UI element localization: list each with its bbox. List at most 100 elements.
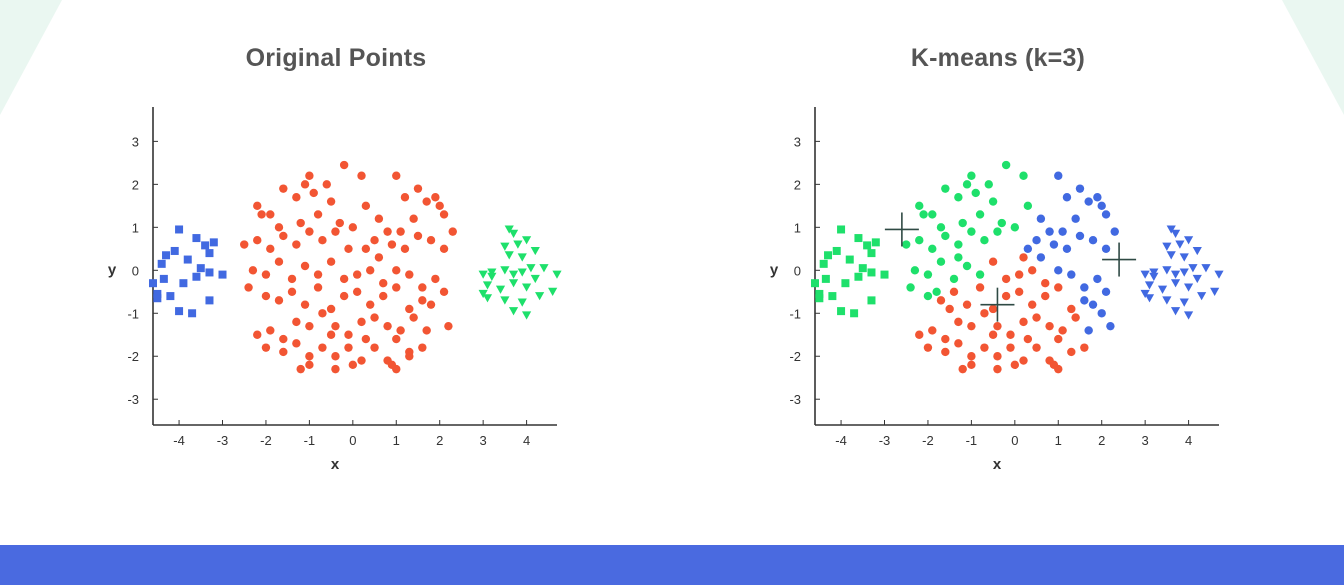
- x-tick-label: 1: [393, 433, 400, 448]
- data-point-circle: [988, 304, 998, 314]
- data-point-circle: [975, 283, 985, 292]
- data-point-circle: [941, 231, 950, 241]
- data-point-circle: [962, 180, 972, 189]
- data-point-circle: [967, 171, 976, 180]
- data-point-circle: [967, 321, 976, 331]
- data-point-circle: [1023, 334, 1033, 344]
- data-point-circle: [431, 193, 440, 202]
- data-point-circle: [923, 270, 933, 279]
- data-point-square: [824, 251, 833, 260]
- data-point-circle: [448, 227, 457, 236]
- data-point-triangle: [517, 298, 527, 307]
- y-tick-label: 1: [132, 220, 139, 235]
- data-point-circle: [1071, 313, 1080, 322]
- data-point-square: [205, 268, 214, 277]
- data-point-circle: [1041, 278, 1050, 288]
- data-point-triangle: [1170, 270, 1181, 279]
- y-tick-label: 2: [794, 177, 801, 192]
- data-point-circle: [1001, 160, 1011, 170]
- data-point-circle: [1093, 193, 1102, 202]
- y-tick-label: 3: [132, 134, 139, 149]
- y-tick-label: 0: [132, 263, 139, 278]
- data-point-circle: [1067, 304, 1076, 314]
- centroid-marker: [980, 287, 1015, 322]
- data-point-circle: [980, 343, 989, 352]
- data-point-circle: [435, 201, 444, 211]
- data-point-circle: [954, 193, 963, 202]
- data-point-triangle: [1175, 240, 1185, 249]
- data-point-circle: [357, 317, 366, 327]
- data-point-circle: [287, 287, 297, 296]
- data-point-triangle: [1179, 253, 1189, 262]
- data-point-triangle: [1197, 292, 1207, 301]
- data-point-circle: [300, 261, 310, 271]
- y-tick-label: -2: [127, 349, 139, 364]
- data-point-triangle: [1183, 311, 1194, 320]
- data-point-square: [157, 259, 166, 268]
- data-point-circle: [261, 291, 271, 301]
- data-point-circle: [1080, 283, 1089, 292]
- data-point-circle: [915, 330, 924, 339]
- data-point-triangle: [508, 279, 519, 288]
- data-point-triangle: [500, 296, 510, 305]
- data-point-circle: [287, 274, 297, 284]
- data-point-triangle: [487, 272, 497, 281]
- data-point-circle: [331, 364, 340, 374]
- y-tick-label: -1: [127, 306, 139, 321]
- data-point-square: [819, 259, 828, 268]
- data-point-circle: [1036, 253, 1046, 262]
- data-point-triangle: [539, 264, 549, 273]
- data-point-circle: [1010, 223, 1020, 232]
- data-point-circle: [439, 210, 449, 219]
- data-point-circle: [344, 244, 353, 254]
- data-point-circle: [1014, 287, 1024, 296]
- data-point-circle: [1067, 347, 1076, 357]
- data-point-triangle: [482, 281, 493, 290]
- x-tick-label: 0: [349, 433, 356, 448]
- data-point-circle: [318, 309, 327, 318]
- data-point-circle: [1049, 240, 1059, 249]
- data-point-circle: [902, 240, 911, 249]
- data-point-triangle: [1162, 266, 1172, 275]
- data-point-circle: [305, 352, 314, 361]
- data-point-square: [815, 289, 824, 298]
- data-point-triangle: [1162, 242, 1172, 251]
- data-point-square: [811, 279, 819, 288]
- data-point-square: [828, 292, 837, 301]
- data-point-triangle: [517, 268, 527, 277]
- data-point-circle: [366, 266, 375, 275]
- data-point-circle: [405, 304, 414, 314]
- data-point-square: [867, 249, 876, 258]
- data-point-circle: [253, 201, 262, 211]
- data-point-triangle: [478, 289, 488, 299]
- data-point-circle: [936, 223, 946, 232]
- data-point-circle: [326, 330, 336, 339]
- data-point-circle: [405, 270, 414, 279]
- data-point-circle: [1049, 360, 1059, 370]
- centroid-marker: [884, 212, 919, 247]
- data-point-circle: [248, 266, 258, 275]
- data-point-triangle: [521, 311, 532, 320]
- data-point-circle: [1097, 201, 1106, 211]
- data-point-circle: [962, 300, 972, 309]
- data-point-circle: [400, 244, 410, 254]
- data-point-square: [175, 307, 184, 316]
- data-point-square: [871, 238, 880, 247]
- data-point-circle: [936, 257, 946, 266]
- data-point-triangle: [1149, 268, 1159, 277]
- data-point-triangle: [504, 251, 514, 260]
- data-point-triangle: [548, 287, 558, 296]
- data-point-circle: [331, 352, 340, 361]
- data-point-circle: [313, 270, 323, 279]
- data-point-circle: [1088, 300, 1098, 309]
- data-point-circle: [326, 257, 336, 266]
- data-point-circle: [409, 214, 418, 223]
- data-point-triangle: [1214, 270, 1224, 279]
- data-point-circle: [954, 253, 963, 262]
- data-point-circle: [374, 214, 384, 223]
- data-point-triangle: [535, 292, 545, 301]
- data-point-circle: [348, 360, 358, 370]
- y-axis-label: y: [770, 261, 779, 278]
- data-point-square: [175, 225, 184, 234]
- data-point-circle: [274, 223, 284, 232]
